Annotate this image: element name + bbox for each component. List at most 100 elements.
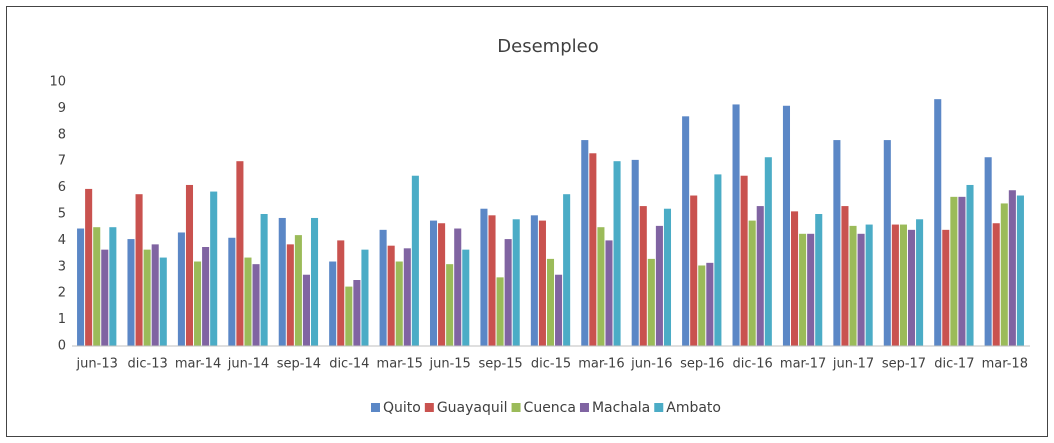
bar	[496, 277, 504, 346]
bar	[589, 153, 597, 346]
bar	[387, 245, 395, 346]
bar	[294, 235, 302, 346]
bar	[109, 227, 117, 346]
x-tick-label: mar-15	[377, 357, 423, 372]
bar	[815, 214, 823, 346]
bar	[546, 258, 555, 346]
bar	[883, 140, 891, 346]
bar	[228, 237, 236, 346]
x-tick-label: jun-16	[630, 357, 672, 372]
x-tick-label: dic-14	[329, 357, 369, 372]
bar	[916, 219, 924, 346]
x-tick-label: sep-16	[680, 357, 724, 372]
bar	[958, 196, 966, 346]
x-tick-label: jun-15	[428, 357, 470, 372]
legend-swatch	[370, 403, 380, 412]
bar	[682, 116, 690, 346]
x-tick-label: mar-14	[175, 357, 221, 372]
bar	[984, 157, 992, 346]
legend-label: Guayaquil	[437, 400, 508, 416]
bar	[361, 249, 369, 346]
bar	[210, 191, 218, 346]
y-tick-label: 2	[58, 286, 66, 301]
bar	[462, 249, 470, 346]
bar	[833, 140, 841, 346]
bar	[488, 215, 496, 346]
bar	[429, 220, 438, 346]
bar	[639, 206, 647, 346]
bar	[857, 233, 865, 346]
bar	[260, 214, 268, 346]
bar	[756, 206, 764, 346]
legend-label: Cuenca	[524, 400, 576, 416]
bar	[748, 220, 756, 346]
y-tick-label: 10	[49, 75, 66, 90]
bar	[1000, 203, 1008, 346]
bar	[159, 257, 167, 346]
bar	[278, 217, 286, 346]
bar	[530, 215, 538, 346]
bar	[942, 229, 950, 346]
legend-swatch	[424, 403, 434, 412]
bar	[841, 206, 849, 346]
y-tick-label: 6	[58, 180, 66, 195]
bar	[310, 217, 319, 346]
legend-label: Machala	[592, 400, 650, 416]
x-tick-label: jun-17	[832, 357, 874, 372]
y-tick-label: 9	[58, 101, 66, 116]
bar	[353, 280, 361, 346]
legend-label: Ambato	[666, 400, 721, 416]
bar	[1016, 195, 1024, 346]
x-tick-label: sep-14	[277, 357, 321, 372]
bar	[764, 157, 772, 346]
legend-swatch	[511, 403, 521, 412]
bar	[613, 161, 621, 346]
bar	[555, 274, 563, 346]
bar	[740, 175, 748, 346]
bar	[244, 257, 252, 346]
bar	[77, 228, 85, 346]
bar	[631, 159, 639, 346]
x-tick-label: mar-16	[578, 357, 624, 372]
bar	[101, 249, 109, 346]
bar	[706, 262, 714, 346]
bar	[185, 184, 194, 346]
bar	[236, 161, 244, 346]
y-tick-label: 8	[58, 127, 66, 142]
bar	[252, 264, 260, 346]
bar	[337, 240, 345, 346]
bar	[329, 261, 337, 346]
bar	[782, 105, 791, 346]
bar	[411, 175, 419, 346]
bar	[563, 194, 571, 346]
bar	[605, 240, 613, 346]
chart-border	[6, 6, 1048, 437]
bar	[302, 274, 310, 346]
bar	[480, 208, 488, 346]
bar	[151, 244, 159, 346]
bar	[202, 247, 210, 346]
bar	[791, 211, 799, 346]
bar	[512, 219, 520, 346]
y-tick-label: 5	[58, 207, 66, 222]
bar	[538, 220, 546, 346]
bar	[286, 244, 294, 346]
bar	[446, 264, 454, 346]
legend-swatch	[654, 403, 664, 412]
bar	[849, 225, 857, 346]
bar	[395, 261, 403, 346]
bar	[934, 99, 942, 346]
bar	[647, 258, 655, 346]
bar	[799, 233, 807, 346]
y-tick-label: 1	[58, 312, 66, 327]
bar	[345, 286, 353, 346]
chart-title: Desempleo	[497, 36, 598, 57]
bar	[966, 184, 974, 346]
y-tick-label: 3	[58, 259, 66, 274]
bar	[698, 265, 706, 346]
x-tick-label: sep-17	[882, 357, 926, 372]
bar	[403, 248, 411, 346]
bar	[807, 233, 815, 346]
bar	[1008, 190, 1016, 346]
